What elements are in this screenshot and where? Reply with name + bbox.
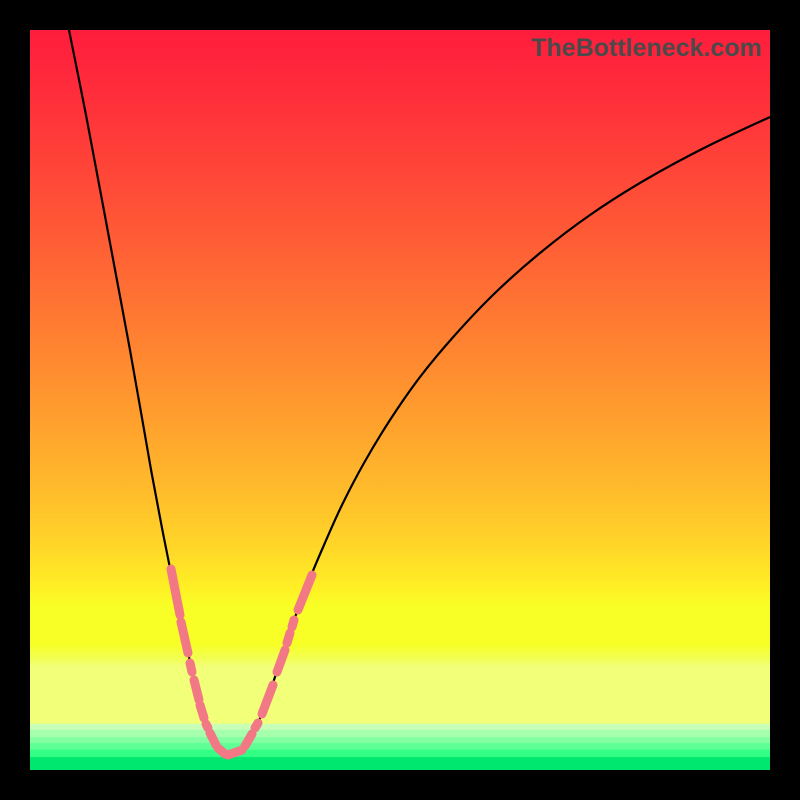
highlight-segment [255, 723, 258, 728]
highlight-segment [245, 734, 252, 746]
chart-svg [30, 30, 770, 770]
highlight-segment [206, 724, 208, 728]
outer-frame: TheBottleneck.com [0, 0, 800, 800]
highlight-segment [200, 705, 204, 718]
gradient-background [30, 30, 770, 770]
chart-area [30, 30, 770, 770]
highlight-segment [190, 663, 192, 672]
highlight-segment [287, 633, 290, 643]
highlight-segment [228, 750, 242, 755]
highlight-segment [210, 733, 216, 745]
highlight-segment [194, 680, 199, 700]
watermark-text: TheBottleneck.com [531, 34, 762, 63]
highlight-segment [292, 620, 294, 627]
